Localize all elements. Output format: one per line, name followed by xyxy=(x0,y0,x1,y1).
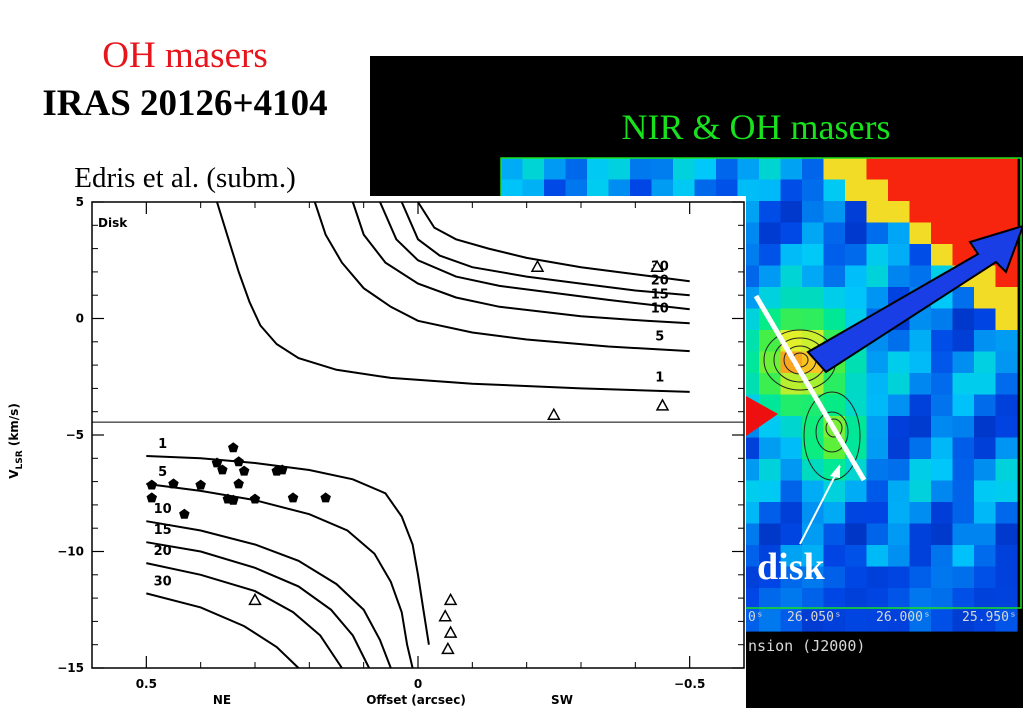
contour-7 xyxy=(825,418,843,438)
disk-label: disk xyxy=(757,546,825,588)
curve-label: 10 xyxy=(154,502,172,517)
curve-label: 1 xyxy=(158,437,167,452)
disk-pointer-arrow xyxy=(799,465,841,545)
curve-label: 20 xyxy=(651,274,669,289)
curve-label: 30 xyxy=(154,574,172,589)
model-curve-15 xyxy=(379,201,690,311)
maser-point-open xyxy=(547,407,561,420)
y-tick-label: 5 xyxy=(76,196,84,209)
panel-label: Disk xyxy=(98,216,128,230)
maser-point-filled xyxy=(228,442,239,453)
model-curve-10 xyxy=(146,520,392,669)
ra-tick-label: 0ˢ xyxy=(748,610,764,625)
y-tick-label: 0 xyxy=(76,312,84,326)
maser-point-open xyxy=(248,592,262,606)
reference-text: Edris et al. (subm.) xyxy=(74,162,296,194)
curve-label: 5 xyxy=(158,465,167,480)
maser-point-open xyxy=(443,625,458,638)
model-curve-20 xyxy=(146,562,343,669)
contour-6 xyxy=(815,411,849,453)
curve-label: 1 xyxy=(655,370,664,385)
maser-point-filled xyxy=(168,478,179,489)
maser-point-open xyxy=(655,398,670,411)
plot-frame xyxy=(91,201,745,669)
x-tick-label: 0.5 xyxy=(136,677,157,691)
x-axis-label: Offset (arcsec) xyxy=(366,693,466,707)
ra-tick-label: 26.050ˢ xyxy=(787,610,842,625)
curve-label: 5 xyxy=(655,330,664,345)
maser-point-open xyxy=(441,641,455,655)
model-curve-20 xyxy=(400,201,690,297)
model-curve-30 xyxy=(146,592,300,669)
source-name: IRAS 20126+4104 xyxy=(42,83,328,124)
maser-point-filled xyxy=(233,456,244,467)
slide-title: OH masers xyxy=(102,35,268,76)
maser-point-open xyxy=(438,609,452,622)
maser-point-open xyxy=(530,259,545,272)
maser-point-filled xyxy=(249,493,261,504)
maser-point-filled xyxy=(287,492,299,503)
curve-label: 20 xyxy=(154,544,172,559)
curve-label: 15 xyxy=(651,288,669,303)
y-tick-label: −10 xyxy=(57,545,84,559)
curve-label: 15 xyxy=(154,523,172,538)
x-tick-label: −0.5 xyxy=(674,677,705,691)
maser-point-filled xyxy=(217,464,228,475)
direction-label-sw: SW xyxy=(551,693,573,707)
model-curves: 30201510511510152030 xyxy=(146,201,690,669)
model-curve-1 xyxy=(216,201,690,393)
model-curve-15 xyxy=(146,541,370,669)
model-curve-5 xyxy=(313,201,690,353)
model-curve-10 xyxy=(351,201,690,325)
maser-point-filled xyxy=(179,508,190,519)
maser-point-filled xyxy=(195,479,206,490)
disk-line xyxy=(753,294,867,482)
maser-point-filled xyxy=(233,478,244,489)
direction-label-ne: NE xyxy=(213,693,231,707)
disk-pointer-arrowhead-icon xyxy=(830,464,840,478)
ra-tick-label: 25.950ˢ xyxy=(962,610,1017,625)
curve-label: 10 xyxy=(651,302,669,317)
y-axis-label: VLSR (km/s) xyxy=(7,403,25,479)
y-tick-label: −5 xyxy=(66,428,84,442)
nir-panel-title: NIR & OH masers xyxy=(621,107,891,147)
maser-point-filled xyxy=(238,465,250,476)
maser-point-filled xyxy=(211,457,223,468)
velocity-offset-plot: 30201510511510152030 50−5−10−150.50−0.5 … xyxy=(0,196,746,708)
outflow-arrow-icon xyxy=(806,224,1023,374)
model-curve-30 xyxy=(417,201,690,283)
y-tick-label: −15 xyxy=(57,661,84,675)
ra-tick-label: 26.000ˢ xyxy=(876,610,931,625)
x-tick-label: 0 xyxy=(414,677,422,691)
maser-point-filled xyxy=(320,492,331,503)
maser-point-filled xyxy=(146,479,157,490)
maser-point-filled xyxy=(146,492,157,503)
maser-point-open xyxy=(650,259,664,272)
chart-canvas: 30201510511510152030 50−5−10−150.50−0.5 … xyxy=(7,196,745,707)
maser-point-open xyxy=(443,592,458,606)
maser-markers xyxy=(146,259,670,655)
chart-axes: 5 0 −5 −10 −15 0.5 0 −0.5 xyxy=(57,196,745,691)
maser-point-filled xyxy=(271,465,282,476)
maser-point-filled xyxy=(228,494,239,505)
red-marker xyxy=(746,396,778,436)
ra-axis-label: nsion (J2000) xyxy=(748,637,866,655)
